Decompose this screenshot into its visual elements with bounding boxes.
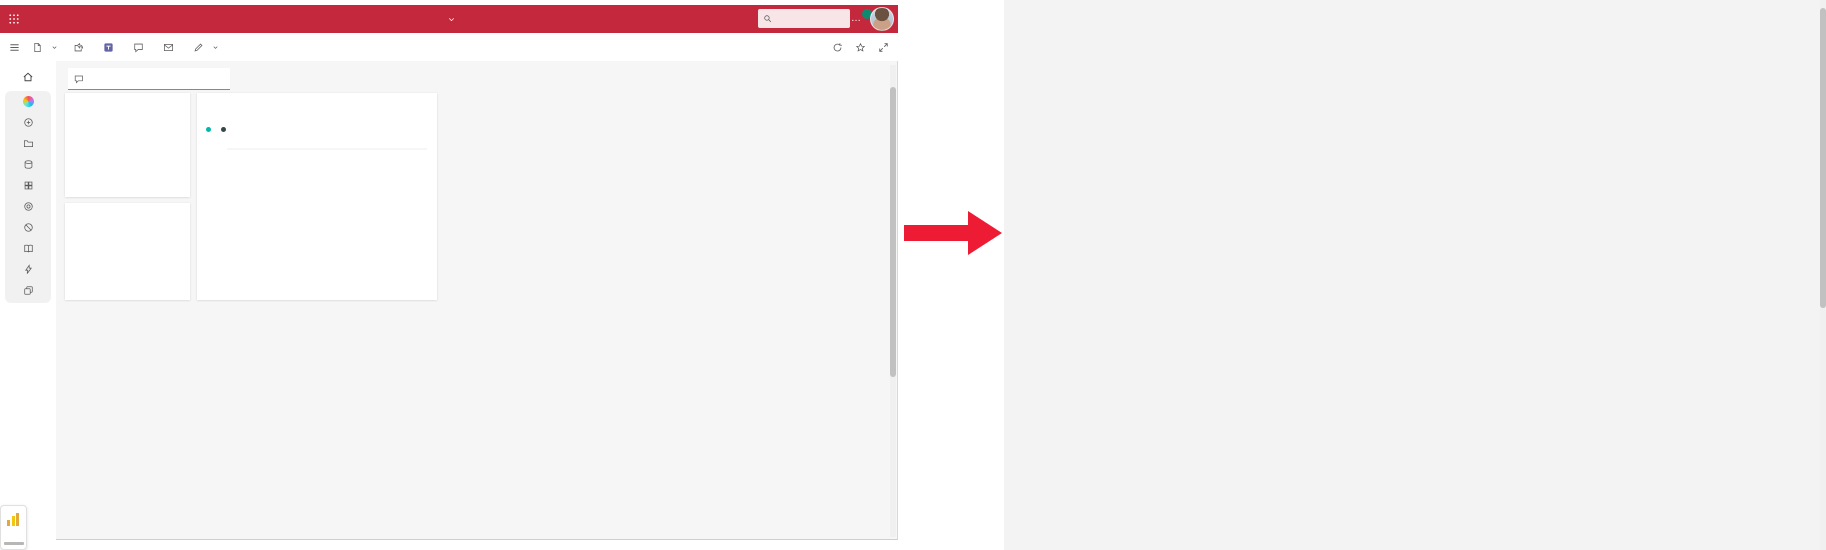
copilot-icon: [22, 96, 34, 107]
share-icon: [73, 42, 84, 53]
red-arrow: [904, 211, 1002, 255]
hamburger-icon[interactable]: [9, 42, 20, 53]
window-scrollbar-track: [890, 65, 896, 537]
sidebar-item-monitor[interactable]: [5, 217, 51, 238]
legend-entry: [206, 126, 214, 132]
tile-header: [65, 93, 190, 100]
user-avatar[interactable]: [870, 7, 894, 31]
chart-area: [199, 137, 435, 298]
favorite-star-button[interactable]: [855, 42, 866, 53]
legend-dot: [206, 126, 211, 132]
sidebar-item-browse[interactable]: [5, 133, 51, 154]
nav-rail-panel: [5, 91, 51, 303]
app-header: …: [0, 5, 898, 33]
file-icon: [32, 42, 43, 53]
page-scrollbar-thumb[interactable]: [1820, 8, 1826, 308]
comment-menu-button[interactable]: [133, 42, 148, 53]
header-more-options[interactable]: …: [851, 13, 862, 24]
edit-menu-button[interactable]: [193, 42, 219, 53]
legend-entry: [221, 126, 229, 132]
legend-dot: [221, 126, 226, 132]
chevron-down-icon: [212, 44, 219, 51]
create-icon: [23, 117, 34, 128]
chip-caption: [4, 542, 24, 545]
chevron-down-icon: [51, 44, 58, 51]
monitor-icon: [23, 222, 34, 233]
sidebar-item-create[interactable]: [5, 112, 51, 133]
chart-legend: [197, 123, 437, 135]
search-box[interactable]: [758, 9, 850, 28]
fullscreen-button[interactable]: [878, 42, 889, 53]
share-menu-button[interactable]: [73, 42, 88, 53]
chat-icon: [103, 42, 114, 53]
zoomed-dashboard-canvas: [1004, 0, 1826, 550]
taskbar-chip[interactable]: [0, 505, 27, 550]
tile-market_share[interactable]: [65, 203, 190, 300]
onelake-icon: [23, 159, 34, 170]
workspaces-icon: [23, 285, 34, 296]
tile-total_volume[interactable]: [65, 93, 190, 197]
metrics-icon: [23, 201, 34, 212]
chevron-down-icon: [448, 17, 454, 21]
sidebar-item-onelake[interactable]: [5, 154, 51, 175]
search-input[interactable]: [776, 13, 840, 24]
learn-icon: [23, 243, 34, 254]
email-icon: [163, 42, 174, 53]
sidebar-item-realtime[interactable]: [5, 259, 51, 280]
tile-header: [197, 93, 437, 100]
refresh-button[interactable]: [832, 42, 843, 53]
bar-chart-icon: [7, 513, 19, 526]
window-scrollbar-thumb[interactable]: [890, 87, 896, 377]
page-scrollbar-track: [1820, 0, 1826, 550]
waffle-menu-icon[interactable]: [8, 13, 20, 25]
tile-header: [65, 203, 190, 210]
browse-icon: [23, 138, 34, 149]
tile-ms_line[interactable]: [197, 93, 437, 300]
realtime-icon: [23, 264, 34, 275]
comment-icon: [133, 42, 144, 53]
file-menu-button[interactable]: [32, 42, 58, 53]
sidebar-item-learn[interactable]: [5, 238, 51, 259]
sidebar-item-apps[interactable]: [5, 175, 51, 196]
toolbar-right-icons: [832, 33, 889, 61]
email-menu-button[interactable]: [163, 42, 178, 53]
notification-badge[interactable]: [862, 9, 872, 19]
speech-bubble-icon: [74, 75, 83, 84]
sidebar-item-copilot[interactable]: [5, 91, 51, 112]
sidebar-item-workspaces[interactable]: [5, 280, 51, 301]
search-icon: [764, 15, 772, 23]
apps-icon: [23, 180, 34, 191]
chat-menu-button[interactable]: [103, 42, 118, 53]
qna-input[interactable]: [88, 73, 224, 84]
command-toolbar: [0, 33, 898, 61]
sidebar-item-metrics[interactable]: [5, 196, 51, 217]
sidebar-item-home[interactable]: [5, 67, 51, 87]
left-nav-rail: [0, 61, 56, 540]
edit-icon: [193, 42, 204, 53]
qna-box[interactable]: [68, 68, 230, 90]
